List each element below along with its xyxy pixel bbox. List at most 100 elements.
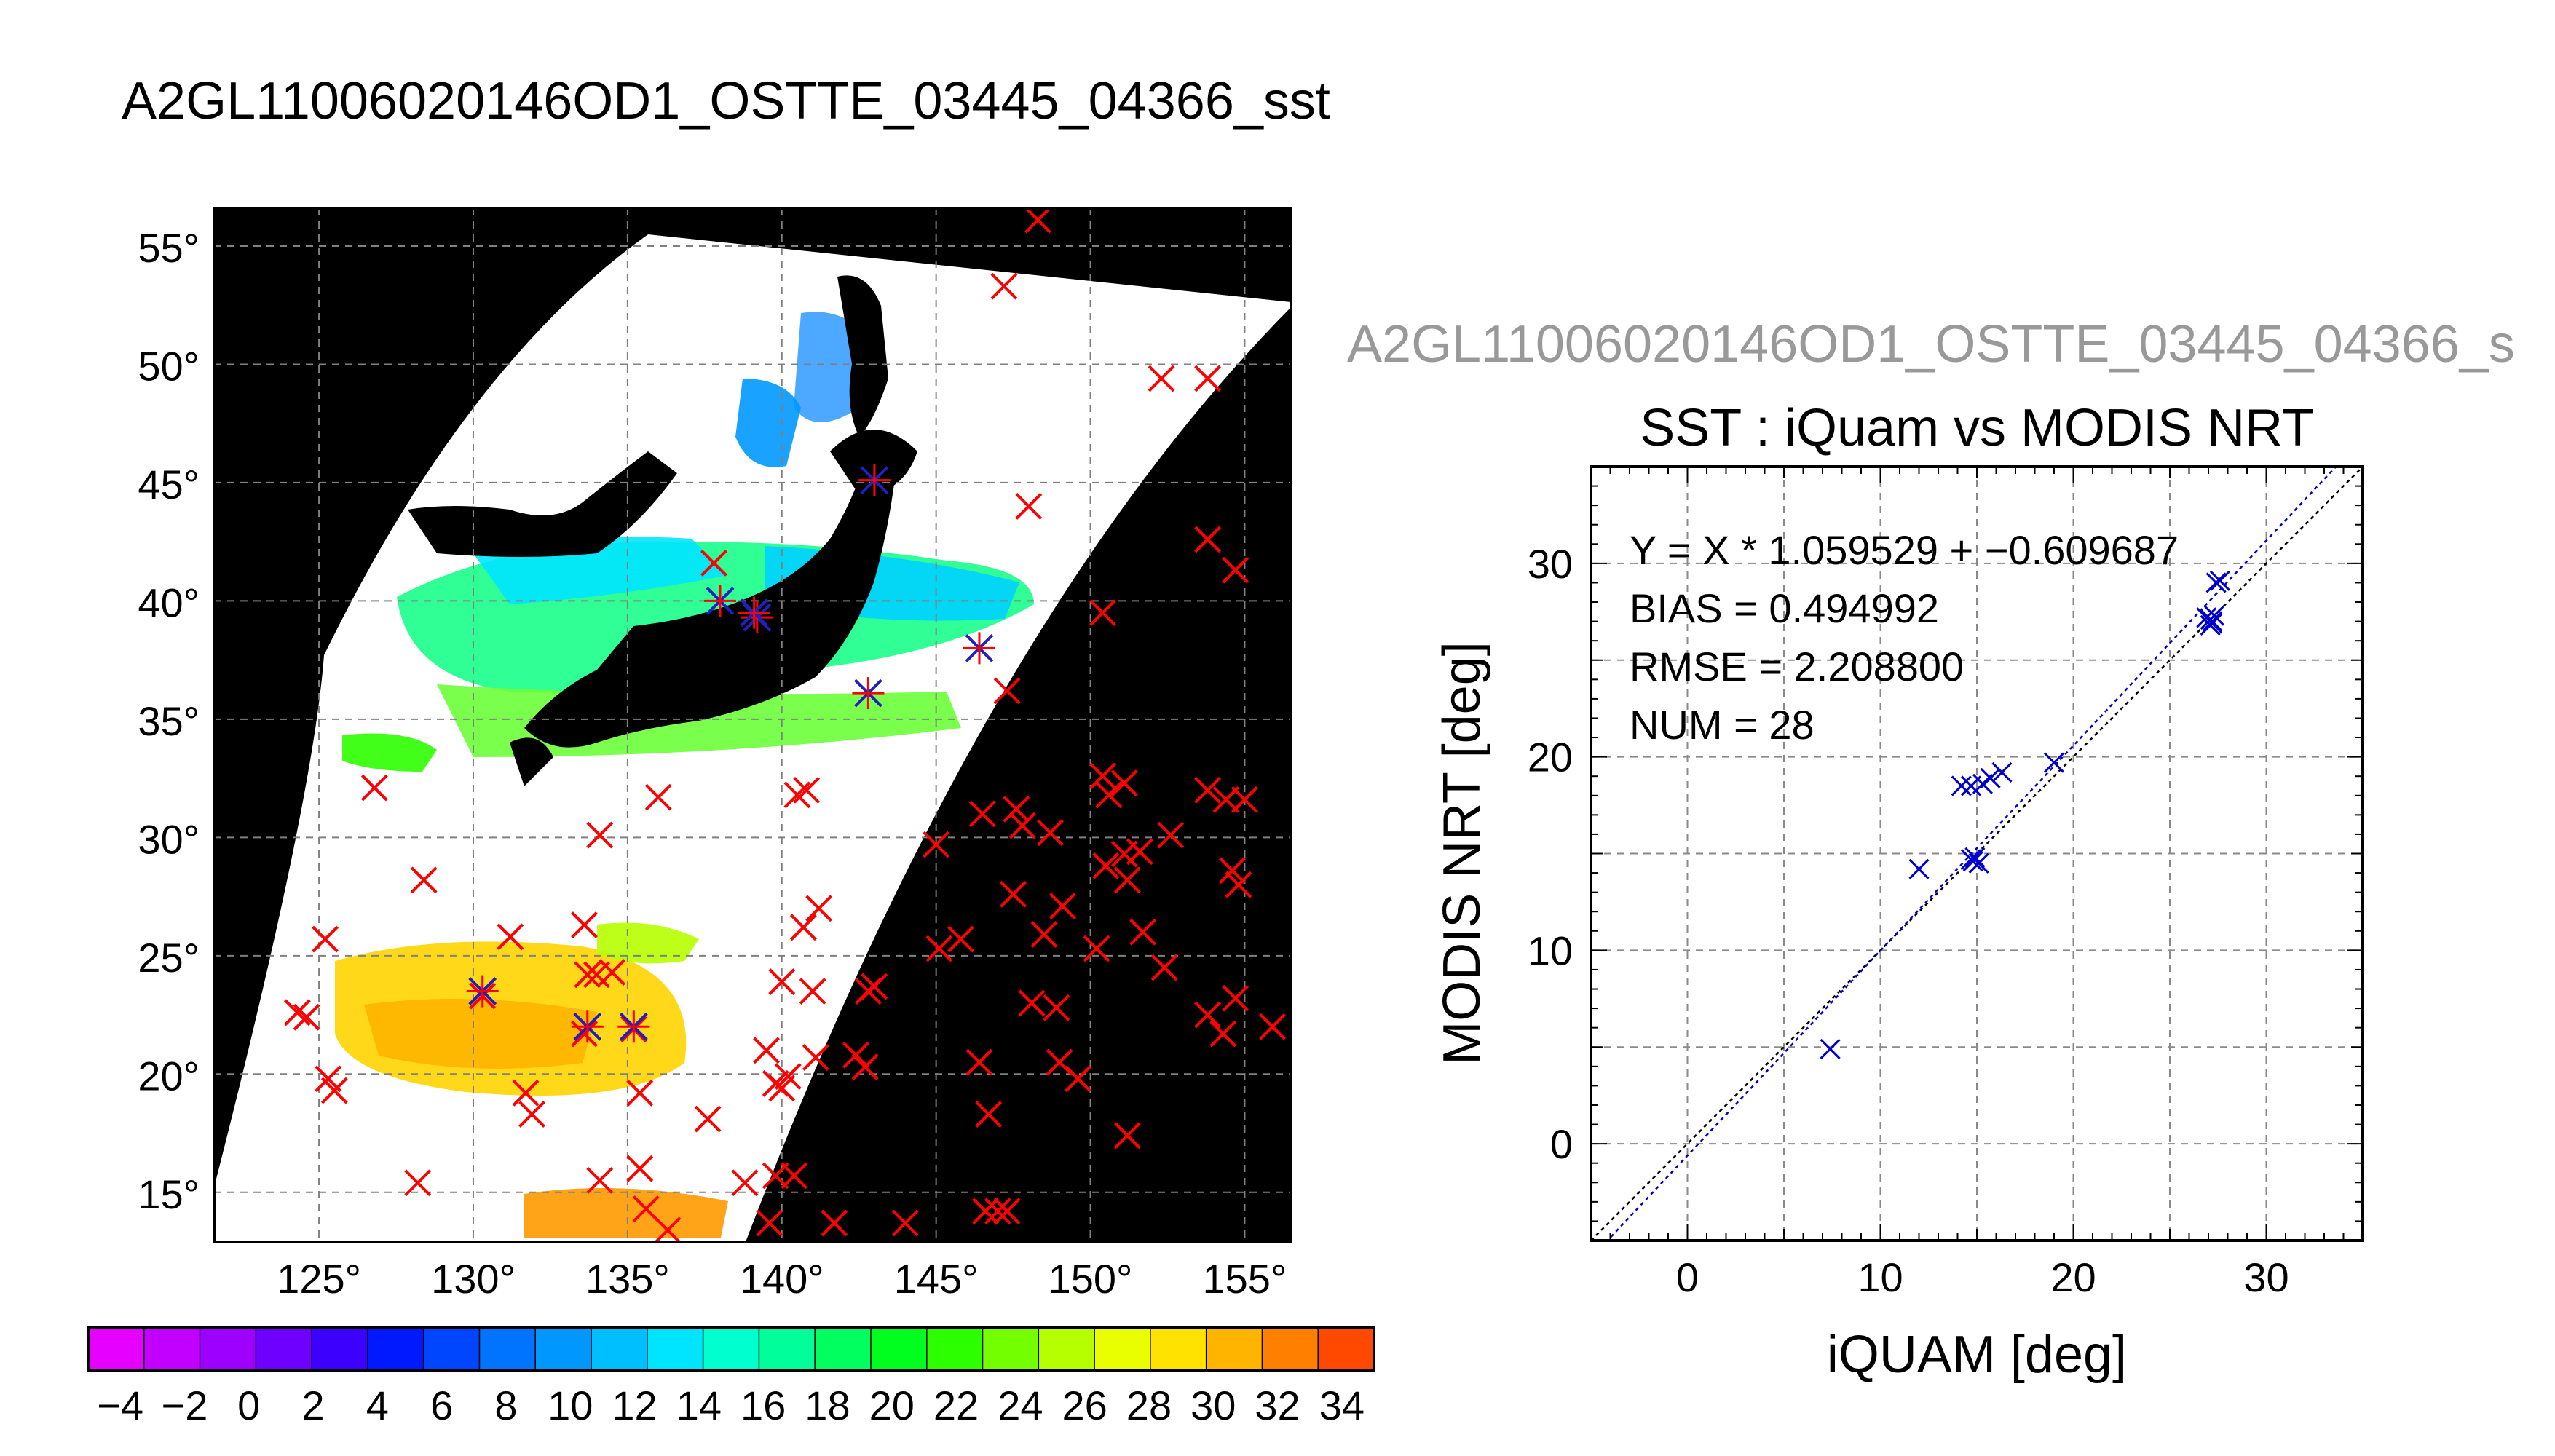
lon-tick-label: 155°: [1203, 1256, 1287, 1302]
colorbar-cells: [88, 1328, 1375, 1370]
colorbar-cell: [1262, 1328, 1319, 1370]
fit-stat-line: NUM = 28: [1630, 702, 1814, 748]
scatter-point: [2202, 611, 2223, 632]
lon-tick-label: 150°: [1049, 1256, 1133, 1302]
lat-tick-label: 15°: [138, 1171, 200, 1217]
red-marker: [1231, 786, 1258, 813]
y-tick-label: 20: [1528, 735, 1573, 780]
red-marker: [586, 1167, 614, 1194]
colorbar-cell: [535, 1328, 593, 1370]
scatter-point: [2209, 570, 2230, 591]
lon-tick-label: 135°: [585, 1256, 670, 1302]
colorbar-tick-label: 16: [741, 1382, 786, 1428]
main-title: A2GL11006020146OD1_OSTTE_03445_04366_sst: [122, 72, 1330, 130]
red-marker: [768, 968, 796, 995]
colorbar-tick-label: 34: [1319, 1382, 1365, 1428]
red-marker: [762, 1162, 789, 1190]
red-marker: [571, 911, 598, 938]
red-marker: [993, 677, 1021, 705]
colorbar-frame: [87, 1326, 1375, 1372]
lat-tick-label: 20°: [138, 1053, 200, 1099]
red-marker: [1110, 769, 1138, 797]
red-marker: [1209, 1020, 1237, 1048]
lat-tick-label: 50°: [138, 343, 200, 389]
colorbar-cell: [143, 1328, 201, 1370]
red-marker: [1222, 984, 1249, 1012]
red-marker: [571, 1020, 598, 1048]
blue-marker: [571, 1010, 604, 1043]
land-shape: [510, 737, 553, 786]
fit-stat-line: RMSE = 2.208800: [1630, 644, 1964, 689]
colorbar-tick-label: −2: [162, 1382, 208, 1428]
scatter-point: [1951, 775, 1972, 796]
fit-line: [1606, 467, 2337, 1241]
red-marker: [1049, 893, 1076, 919]
x-tick-labels: 0 10 20 30: [1676, 1254, 2289, 1300]
red-marker: [1113, 1122, 1141, 1150]
red-marker: [731, 1169, 759, 1197]
scatter-point: [1991, 761, 2013, 783]
lat-tick-label: 30°: [138, 816, 200, 862]
colorbar-tick-label: 12: [612, 1382, 657, 1428]
colorbar-cell: [591, 1328, 648, 1370]
y-tick-labels: 0 10 20 30: [1528, 541, 1573, 1167]
colorbar-tick-label: 26: [1062, 1382, 1107, 1428]
red-marker: [1225, 871, 1252, 898]
red-marker: [1015, 493, 1043, 520]
red-marker: [972, 1198, 999, 1225]
blue-marker: [617, 1010, 650, 1043]
colorbar-cell: [1094, 1328, 1151, 1370]
lat-tick-label: 40°: [138, 579, 200, 625]
red-marker: [574, 961, 601, 989]
x-tick-label: 0: [1676, 1254, 1699, 1300]
map-frame: [213, 207, 1292, 1243]
colorbar-tick-label: −4: [97, 1382, 143, 1428]
red-marker: [993, 1198, 1021, 1225]
red-marker: [1024, 206, 1051, 234]
red-marker: [1222, 556, 1249, 584]
scatter-point: [2205, 572, 2227, 593]
colorbar-tick-label: 6: [430, 1382, 453, 1428]
red-marker: [799, 978, 826, 1005]
fit-stat-line: Y = X * 1.059529 + −0.609687: [1630, 527, 2179, 573]
red-marker: [512, 1079, 540, 1107]
colorbar-cell: [1150, 1328, 1207, 1370]
red-marker: [360, 774, 388, 802]
red-marker: [1113, 866, 1141, 894]
y-tick-label: 0: [1550, 1121, 1573, 1167]
lat-tick-label: 35°: [138, 698, 200, 744]
red-marker: [793, 776, 821, 804]
red-marker: [1129, 918, 1156, 946]
red-marker: [518, 1101, 545, 1128]
colorbar-cell: [423, 1328, 481, 1370]
colorbar-cell: [367, 1328, 424, 1370]
longitude-tick-labels: 125° 130° 135° 140° 145° 150° 155°: [277, 1256, 1287, 1302]
red-marker: [497, 923, 524, 951]
colorbar-cell: [1038, 1328, 1096, 1370]
x-tick-label: 10: [1857, 1254, 1903, 1300]
overlay-title: A2GL11006020146OD1_OSTTE_03445_04366_s: [1347, 315, 2515, 373]
lat-tick-label: 25°: [138, 935, 200, 981]
red-marker: [762, 1069, 789, 1097]
sst-patch: [364, 999, 597, 1069]
scatter-point: [1980, 767, 2001, 788]
red-marker: [851, 1053, 879, 1080]
lon-tick-label: 125°: [277, 1256, 361, 1302]
lon-tick-label: 130°: [431, 1256, 516, 1302]
scatter-point: [1908, 858, 1930, 879]
sst-patch: [735, 379, 801, 467]
x-tick-label: 30: [2243, 1254, 2289, 1300]
red-marker: [1194, 526, 1221, 553]
red-marker: [1037, 819, 1064, 847]
red-marker: [965, 1048, 993, 1076]
colorbar-cell: [1318, 1328, 1375, 1370]
scatter-points: [1820, 570, 2230, 1059]
red-marker: [599, 959, 626, 986]
red-marker: [1008, 812, 1036, 839]
sst-patch: [342, 733, 437, 772]
red-marker: [756, 1209, 783, 1237]
red-marker: [1150, 954, 1178, 981]
colorbar-cell: [703, 1328, 760, 1370]
y-tick-label: 30: [1528, 541, 1573, 587]
red-marker: [1000, 880, 1027, 908]
